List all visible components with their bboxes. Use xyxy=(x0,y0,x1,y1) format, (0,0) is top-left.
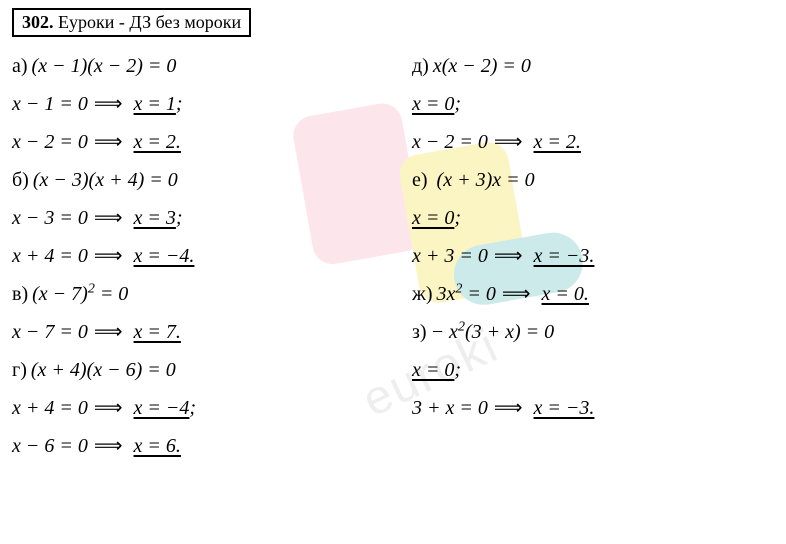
columns: а)(x − 1)(x − 2) = 0 x − 1 = 0⟹ x = 1; x… xyxy=(12,47,774,465)
problem-d-step1: x = 0; xyxy=(412,85,752,123)
problem-a-step2: x − 2 = 0⟹ x = 2. xyxy=(12,123,372,161)
problem-z-step2: 3 + x = 0⟹ x = −3. xyxy=(412,389,752,427)
problem-e-step1: x = 0; xyxy=(412,199,752,237)
problem-b-step1: x − 3 = 0⟹ x = 3; xyxy=(12,199,372,237)
problem-g-step2: x − 6 = 0⟹ x = 6. xyxy=(12,427,372,465)
left-column: а)(x − 1)(x − 2) = 0 x − 1 = 0⟹ x = 1; x… xyxy=(12,47,372,465)
problem-v-eq: в)(x − 7)2 = 0 xyxy=(12,275,372,313)
problem-e-step2: x + 3 = 0⟹ x = −3. xyxy=(412,237,752,275)
problem-zh-eq: ж)3x2 = 0⟹ x = 0. xyxy=(412,275,752,313)
right-column: д)x(x − 2) = 0 x = 0; x − 2 = 0⟹ x = 2. … xyxy=(412,47,752,465)
header-box: 302. Еуроки - ДЗ без мороки xyxy=(12,8,251,37)
problem-b-eq: б)(x − 3)(x + 4) = 0 xyxy=(12,161,372,199)
problem-g-eq: г)(x + 4)(x − 6) = 0 xyxy=(12,351,372,389)
header-title: Еуроки - ДЗ без мороки xyxy=(58,12,241,32)
page-content: 302. Еуроки - ДЗ без мороки а)(x − 1)(x … xyxy=(0,0,786,473)
problem-b-step2: x + 4 = 0⟹ x = −4. xyxy=(12,237,372,275)
problem-d-eq: д)x(x − 2) = 0 xyxy=(412,47,752,85)
problem-a-step1: x − 1 = 0⟹ x = 1; xyxy=(12,85,372,123)
problem-a-eq: а)(x − 1)(x − 2) = 0 xyxy=(12,47,372,85)
problem-z-step1: x = 0; xyxy=(412,351,752,389)
problem-d-step2: x − 2 = 0⟹ x = 2. xyxy=(412,123,752,161)
problem-g-step1: x + 4 = 0⟹ x = −4; xyxy=(12,389,372,427)
problem-z-eq: з)− x2(3 + x) = 0 xyxy=(412,313,752,351)
problem-e-eq: е) (x + 3)x = 0 xyxy=(412,161,752,199)
problem-v-step1: x − 7 = 0⟹ x = 7. xyxy=(12,313,372,351)
problem-number: 302. xyxy=(22,12,54,32)
